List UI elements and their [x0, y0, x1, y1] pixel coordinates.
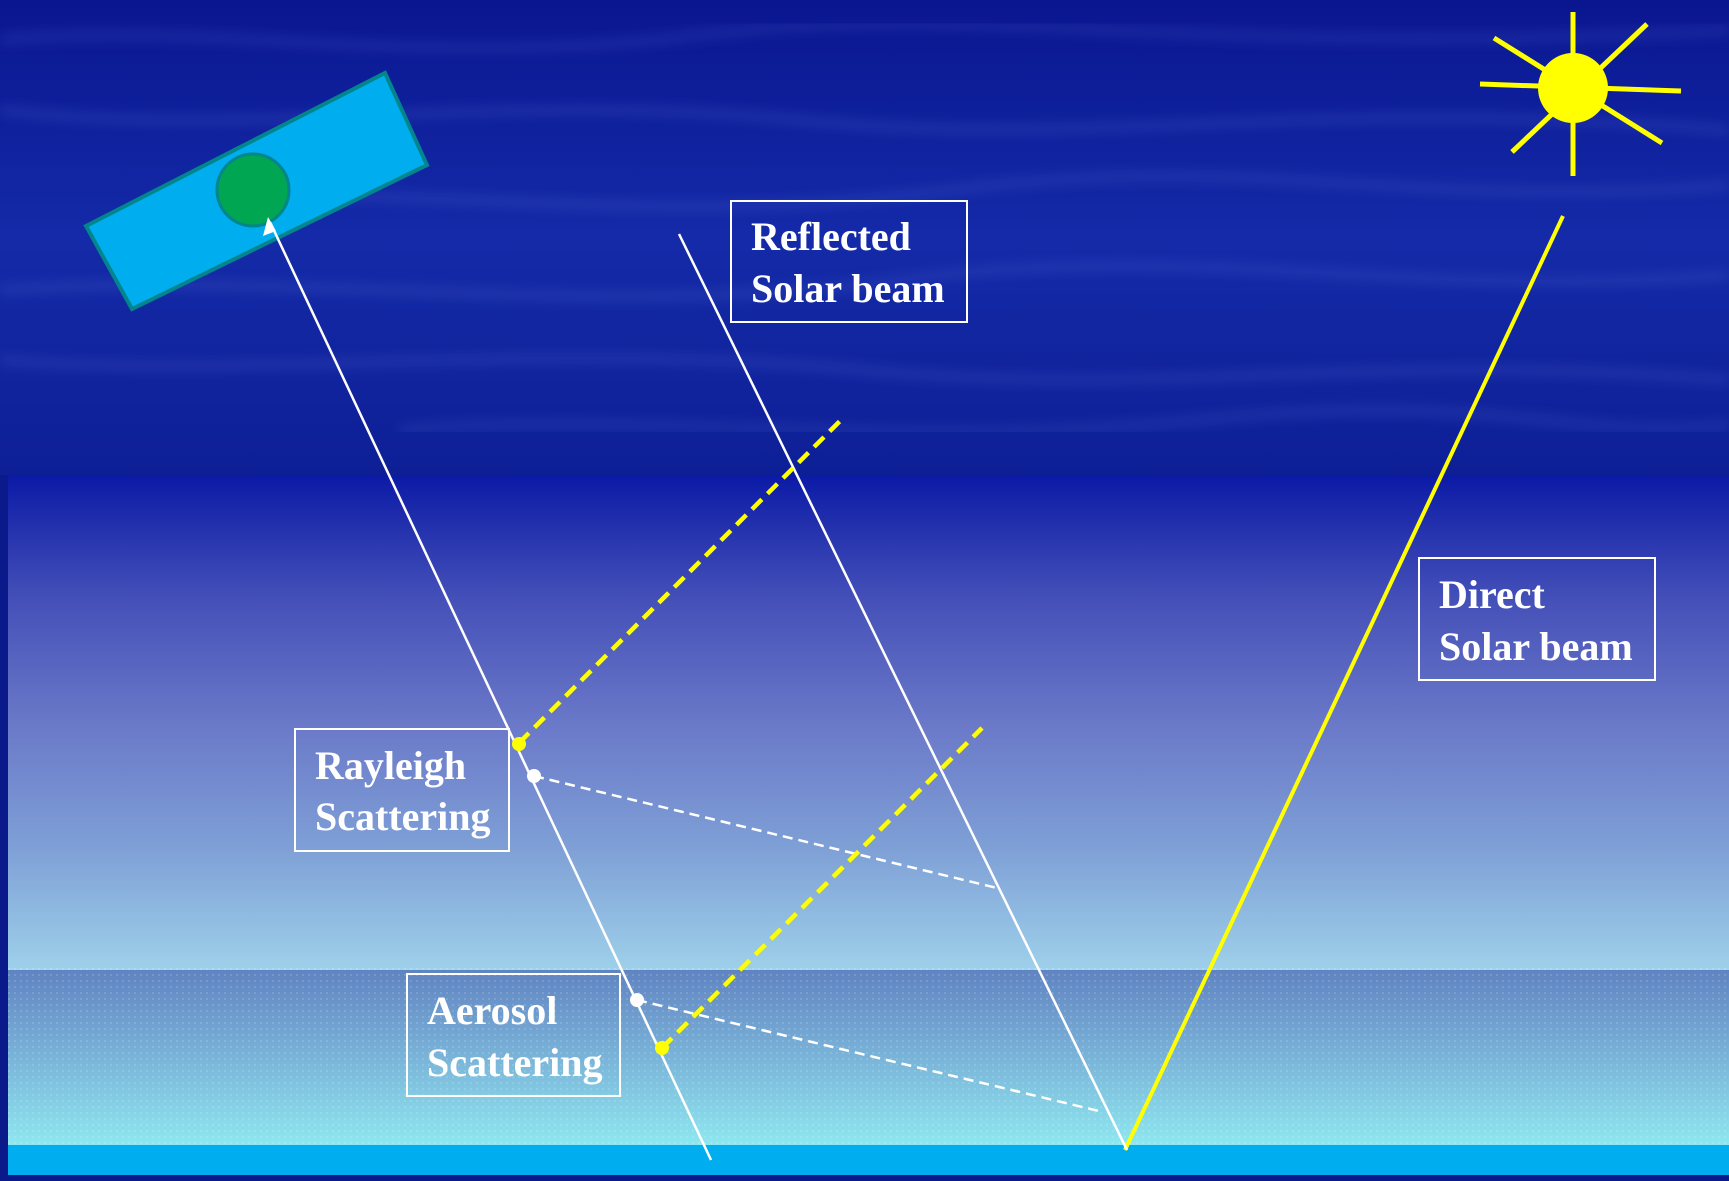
label-reflected-solar-beam: Reflected Solar beam — [730, 200, 968, 323]
sky-background — [0, 0, 1729, 475]
label-reflected-line1: Reflected — [751, 214, 911, 259]
satellite-body — [215, 152, 291, 228]
sensor-arrowhead — [263, 217, 276, 236]
aerosol-layer-texture — [8, 968, 1729, 1146]
label-rayleigh-line2: Scattering — [315, 794, 491, 839]
rayleigh-point-sky — [512, 737, 526, 751]
label-reflected-line2: Solar beam — [751, 266, 945, 311]
aerosol-point-path — [630, 993, 644, 1007]
label-direct-line1: Direct — [1439, 572, 1546, 617]
rayleigh-sky-path — [517, 419, 842, 745]
label-rayleigh-scattering: Rayleigh Scattering — [294, 728, 510, 852]
direct-solar-beam — [1123, 215, 1565, 1151]
atmosphere-layer — [8, 475, 1729, 970]
satellite-icon — [83, 70, 430, 312]
aerosol-sky-path — [660, 726, 984, 1050]
label-aerosol-scattering: Aerosol Scattering — [406, 973, 621, 1097]
label-aerosol-line1: Aerosol — [427, 988, 557, 1033]
reflected-solar-beam — [677, 233, 1129, 1151]
label-aerosol-line2: Scattering — [427, 1040, 603, 1085]
rayleigh-point-path — [527, 769, 541, 783]
aerosol-point-sky — [655, 1041, 669, 1055]
cloud-wisps — [0, 21, 1729, 435]
sun-icon — [1479, 12, 1682, 176]
label-rayleigh-line1: Rayleigh — [315, 743, 466, 788]
surface-band — [8, 1145, 1729, 1175]
label-direct-line2: Solar beam — [1439, 624, 1633, 669]
label-direct-solar-beam: Direct Solar beam — [1418, 557, 1656, 681]
